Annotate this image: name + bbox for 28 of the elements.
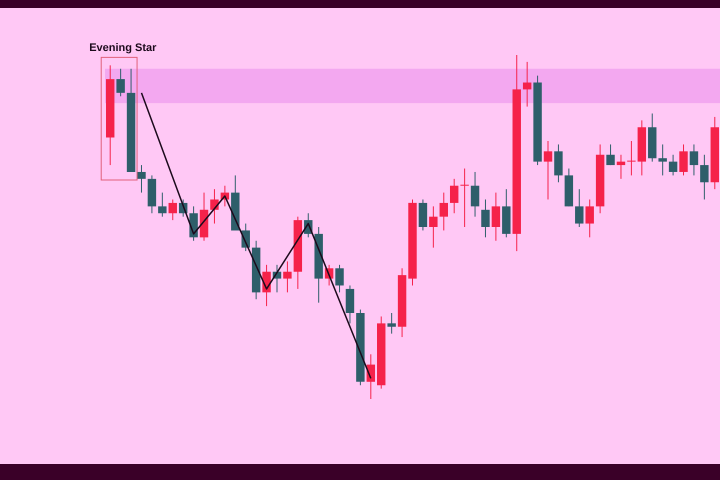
candlestick — [616, 154, 626, 180]
candlestick — [168, 198, 177, 221]
candlestick — [668, 154, 678, 176]
text: Evening Star — [89, 42, 158, 54]
candlestick — [627, 140, 636, 176]
candlestick — [158, 192, 167, 218]
candlestick — [470, 171, 480, 218]
candlestick — [700, 154, 709, 200]
candlestick — [690, 144, 698, 176]
candlestick — [450, 178, 458, 214]
candlestick — [366, 354, 376, 400]
candlestick — [575, 188, 584, 228]
candlestick — [492, 192, 500, 242]
candlestick — [460, 168, 469, 228]
candlestick — [522, 61, 532, 108]
candlestick — [679, 144, 688, 176]
candlestick — [481, 198, 490, 238]
candlestick — [283, 260, 292, 293]
candlestick — [137, 164, 146, 194]
candlestick — [116, 68, 125, 97]
candlestick — [429, 206, 438, 248]
candlestick — [544, 140, 552, 200]
candlestick — [440, 192, 448, 231]
candlestick — [387, 312, 396, 334]
candlestick — [606, 144, 615, 166]
candlestick — [335, 264, 344, 293]
candlestick — [658, 144, 667, 176]
candlestick — [585, 198, 594, 238]
